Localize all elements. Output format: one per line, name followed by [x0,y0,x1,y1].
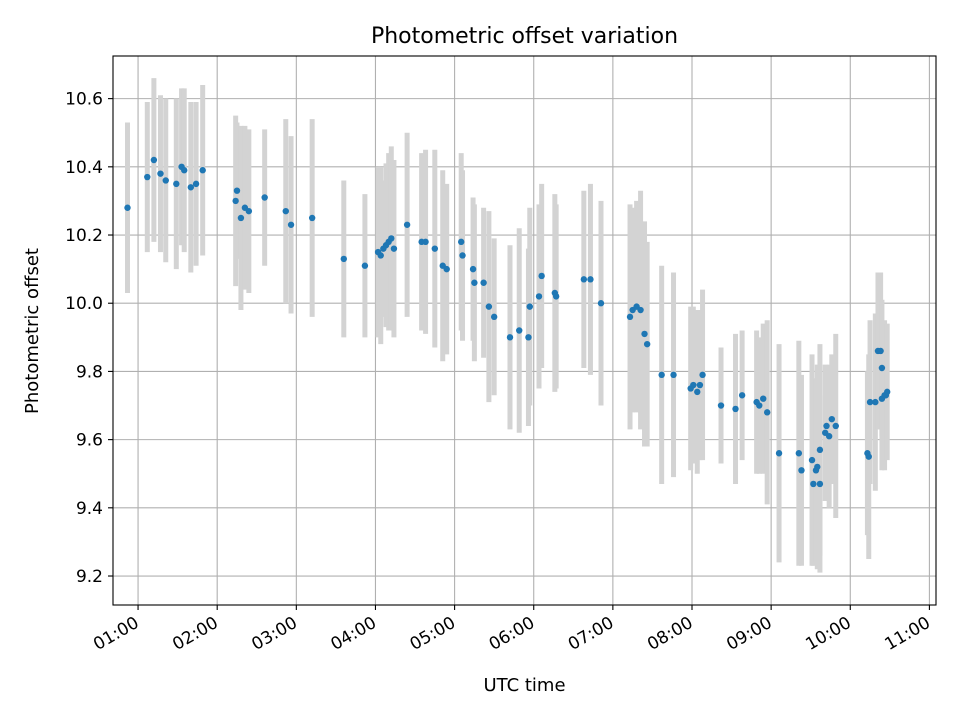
data-point [738,392,746,399]
data-point [124,204,131,211]
data-point [187,184,195,191]
x-axis-label: UTC time [483,675,565,696]
data-point [162,177,169,184]
data-point [756,402,763,409]
data-point [535,293,543,300]
data-point [626,313,634,321]
chart-title: Photometric offset variation [371,24,678,49]
data-point [823,422,830,430]
y-tick-label: 9.4 [76,499,103,519]
data-point [233,187,241,194]
data-point [816,480,824,488]
plot-frame [112,55,937,606]
data-point [199,167,206,174]
data-point [308,214,316,222]
data-point [552,293,560,300]
data-point [232,197,239,205]
data-point [181,167,188,174]
data-point [459,252,466,259]
y-tick-label: 10.2 [65,226,103,246]
data-point [866,398,874,406]
y-tick-label: 9.2 [76,567,103,587]
data-point [717,402,725,409]
data-point [192,180,200,188]
data-point [361,262,369,269]
data-point [825,433,833,440]
data-point [526,303,533,310]
data-points [124,156,891,488]
data-point [865,453,872,460]
data-point [696,381,704,389]
data-point [828,415,836,423]
data-point [872,398,879,406]
data-point [690,381,697,389]
data-point [144,173,151,181]
data-point [808,456,816,464]
data-point [443,265,450,273]
data-point [377,252,384,259]
data-point [798,467,805,474]
data-point [587,276,594,283]
data-point [157,170,164,177]
data-point [670,371,677,379]
data-point [816,446,824,454]
data-point [795,450,803,457]
data-point [538,272,545,280]
data-point [814,463,821,471]
data-point [485,303,493,310]
data-point [287,221,295,228]
data-point [457,238,465,246]
data-point [403,221,411,228]
data-point [877,347,884,355]
data-point [641,330,648,338]
data-point [597,300,605,307]
data-point [390,245,398,252]
data-point [637,306,644,314]
data-point [525,334,532,341]
y-tick-label: 10.0 [65,294,103,314]
data-point [282,207,289,215]
data-point [694,388,701,396]
data-point [480,279,487,286]
data-point [775,450,783,457]
data-point [388,235,395,242]
data-point [506,334,514,341]
data-point [340,255,348,263]
data-point [760,395,767,402]
data-point [261,194,268,201]
y-tick-label: 10.4 [65,158,103,178]
data-point [237,214,245,222]
data-point [699,371,706,379]
data-point [469,265,477,273]
data-point [431,245,439,252]
y-tick-label: 10.6 [65,90,103,110]
data-point [732,405,739,413]
data-point [658,371,665,379]
data-point [884,388,891,396]
y-tick-label: 9.8 [76,362,103,382]
data-point [173,180,180,188]
data-point [150,156,158,164]
data-point [516,327,523,334]
data-point [422,238,429,246]
data-point [490,313,498,321]
data-point [810,480,817,488]
data-point [580,276,588,283]
data-point [245,207,253,215]
y-tick-label: 9.6 [76,431,103,451]
data-point [763,409,771,416]
data-point [471,279,478,286]
data-point [643,340,651,348]
y-axis-ticks: 9.2 9.4 9.6 9.8 10.0 10.2 10.4 10.6 [65,90,113,587]
data-point [832,422,839,430]
data-point [878,364,886,372]
y-axis-label: Photometric offset [22,248,43,414]
